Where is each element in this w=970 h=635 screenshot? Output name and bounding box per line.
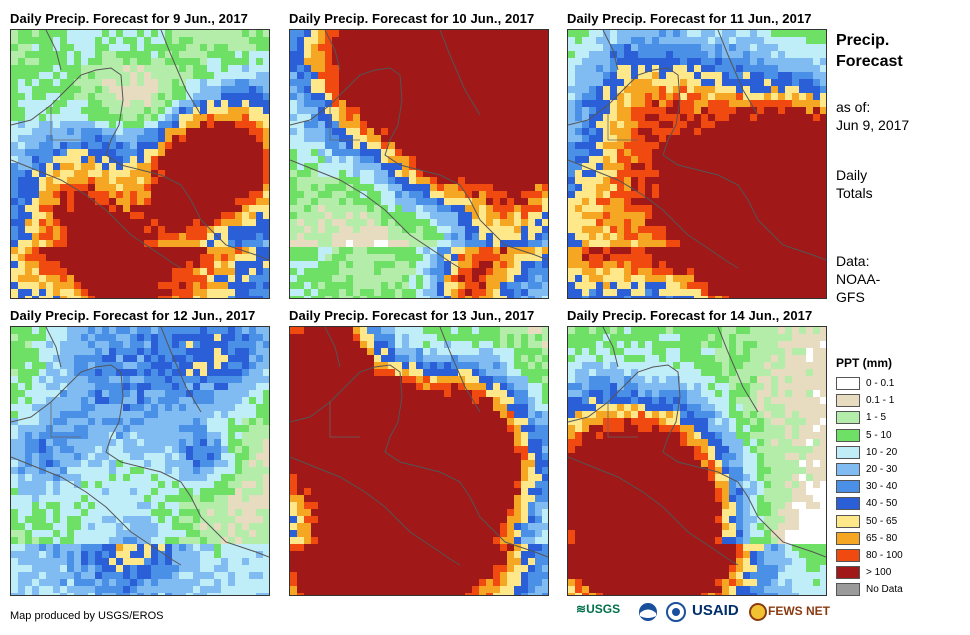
legend-swatch: [836, 497, 860, 511]
data-source-line2: NOAA-: [836, 271, 881, 287]
map-panel-3: [567, 29, 827, 299]
legend-swatch: [836, 566, 860, 580]
legend-label: 0.1 - 1: [866, 395, 895, 407]
panel-title-5: Daily Precip. Forecast for 13 Jun., 2017: [289, 308, 535, 323]
panel-title-6: Daily Precip. Forecast for 14 Jun., 2017: [567, 308, 813, 323]
usgs-logo: ≋USGS: [576, 602, 621, 616]
nasa-logo-icon: [666, 602, 686, 622]
usgs-logo-icon: ≋: [576, 602, 587, 616]
map-panel-5: [289, 326, 549, 596]
fewsnet-logo: FEWS NET: [748, 602, 830, 622]
legend-swatch: [836, 377, 860, 390]
panel-title-3: Daily Precip. Forecast for 11 Jun., 2017: [567, 11, 812, 26]
map-panel-1: [10, 29, 270, 299]
sidebar-title-line2: Forecast: [836, 53, 903, 70]
data-source-line1: Data:: [836, 253, 870, 269]
legend-label: 80 - 100: [866, 550, 903, 561]
legend-swatch: [836, 583, 860, 597]
legend-swatch: [836, 549, 860, 562]
legend-swatch: [836, 411, 860, 425]
map-credit: Map produced by USGS/EROS: [10, 610, 164, 622]
legend-label: 30 - 40: [866, 481, 898, 493]
legend-label: > 100: [866, 567, 892, 579]
asof-label: as of:: [836, 99, 871, 115]
legend-swatch: [836, 480, 860, 494]
legend-swatch: [836, 394, 860, 408]
legend-title: PPT (mm): [836, 356, 893, 370]
legend-label: 0 - 0.1: [866, 378, 895, 389]
noaa-logo-icon: [639, 603, 657, 621]
map-panel-6: [567, 326, 827, 596]
totals-line1: Daily: [836, 167, 868, 183]
legend-label: No Data: [866, 584, 903, 596]
legend-label: 1 - 5: [866, 412, 887, 424]
legend-swatch: [836, 445, 860, 459]
map-panel-2: [289, 29, 549, 299]
legend-label: 40 - 50: [866, 498, 898, 510]
legend-swatch: [836, 428, 860, 442]
sidebar-title-line1: Precip.: [836, 32, 890, 49]
legend-label: 65 - 80: [866, 532, 898, 544]
data-source-block: Data: NOAA- GFS: [836, 252, 880, 306]
totals-line2: Totals: [836, 185, 873, 201]
nasa-logo: [666, 602, 686, 625]
legend-label: 5 - 10: [866, 429, 892, 441]
panel-title-4: Daily Precip. Forecast for 12 Jun., 2017: [10, 308, 256, 323]
legend-label: 50 - 65: [866, 515, 898, 527]
legend-swatch: [836, 514, 860, 528]
map-panel-4: [10, 326, 270, 596]
legend-label: 20 - 30: [866, 464, 898, 475]
data-source-line3: GFS: [836, 289, 865, 305]
asof-block: as of: Jun 9, 2017: [836, 98, 909, 134]
totals-block: Daily Totals: [836, 166, 873, 202]
fewsnet-logo-icon: [749, 603, 767, 621]
sidebar-title: Precip. Forecast: [836, 30, 903, 72]
noaa-logo: [638, 602, 658, 625]
legend-swatch: [836, 463, 860, 476]
legend-label: 10 - 20: [866, 446, 898, 458]
panel-title-1: Daily Precip. Forecast for 9 Jun., 2017: [10, 11, 249, 26]
asof-date: Jun 9, 2017: [836, 117, 910, 133]
panel-title-2: Daily Precip. Forecast for 10 Jun., 2017: [289, 11, 535, 26]
usaid-logo: USAID: [692, 602, 739, 619]
legend-swatch: [836, 531, 860, 545]
